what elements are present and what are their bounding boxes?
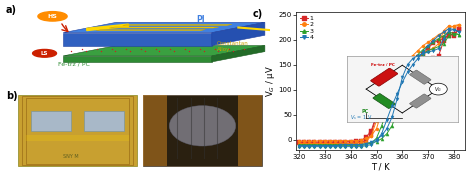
Polygon shape	[212, 22, 265, 46]
Text: a): a)	[6, 5, 17, 15]
Text: Fe-trz / PC: Fe-trz / PC	[58, 61, 90, 66]
Legend: 1, 2, 3, 4: 1, 2, 3, 4	[300, 15, 314, 41]
Text: Constantan
Alloy: Constantan Alloy	[217, 41, 249, 52]
Text: c): c)	[253, 9, 263, 19]
Polygon shape	[212, 46, 265, 62]
Polygon shape	[109, 27, 219, 28]
Bar	[238, 95, 262, 166]
Polygon shape	[96, 30, 205, 31]
Bar	[143, 95, 167, 166]
Polygon shape	[63, 22, 265, 33]
Text: SNY M: SNY M	[64, 154, 79, 159]
Text: PI: PI	[196, 14, 204, 24]
Circle shape	[33, 50, 56, 57]
Bar	[26, 98, 129, 164]
Text: HS: HS	[47, 14, 57, 19]
Bar	[143, 95, 262, 166]
Bar	[31, 111, 71, 131]
Bar	[22, 96, 134, 165]
Polygon shape	[63, 33, 212, 46]
Polygon shape	[123, 24, 232, 25]
Text: LS: LS	[41, 51, 48, 56]
Text: b): b)	[6, 91, 18, 101]
X-axis label: T / K: T / K	[371, 163, 390, 172]
Polygon shape	[63, 56, 212, 62]
Ellipse shape	[169, 106, 236, 146]
Y-axis label: V$_G$ / μV: V$_G$ / μV	[264, 65, 277, 97]
Bar	[84, 111, 124, 131]
Polygon shape	[63, 46, 265, 56]
Bar	[18, 95, 137, 166]
Circle shape	[38, 12, 67, 21]
